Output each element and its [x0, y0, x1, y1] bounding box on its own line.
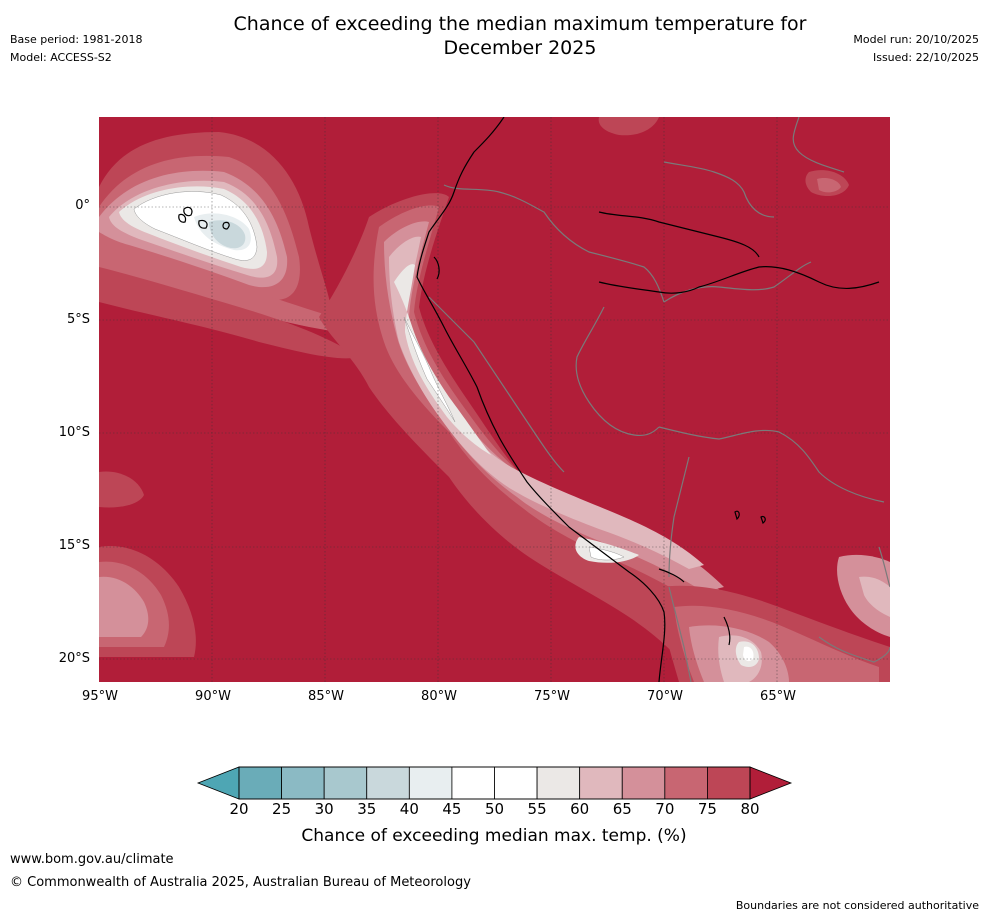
colorbar-label: Chance of exceeding median max. temp. (%… — [301, 826, 687, 846]
colorbar-cell — [579, 766, 623, 800]
colorbar-cell — [664, 766, 708, 800]
lat-label-10s: 10°S — [58, 425, 90, 440]
colorbar-cell — [494, 766, 538, 800]
lat-label-0: 0° — [75, 198, 90, 213]
coastlines — [178, 117, 880, 682]
colorbar-cell — [408, 766, 453, 800]
colorbar-tick-label: 70 — [655, 800, 675, 818]
colorbar-tick-label: 55 — [527, 800, 547, 818]
footer-disclaimer: Boundaries are not considered authoritat… — [735, 899, 979, 912]
colorbar-cell — [238, 766, 282, 800]
base-period: Base period: 1981-2018 — [10, 33, 143, 46]
lat-label-20s: 20°S — [58, 651, 90, 666]
colorbar-cells — [238, 766, 751, 800]
colorbar-tick-label: 45 — [442, 800, 462, 818]
colorbar-cell — [707, 766, 751, 800]
southwest-ocean-patches — [99, 117, 849, 657]
lon-label-85w: 85°W — [308, 689, 344, 704]
model-name: Model: ACCESS-S2 — [10, 51, 112, 64]
title-line-2: December 2025 — [443, 37, 597, 59]
lon-label-70w: 70°W — [647, 689, 683, 704]
lat-label-15s: 15°S — [58, 538, 90, 553]
peru-coastal-anomaly-band — [319, 193, 779, 682]
colorbar-cell — [621, 766, 666, 800]
gridlines — [99, 117, 890, 682]
colorbar-tick-label: 50 — [484, 800, 505, 818]
colorbar-tick-label: 30 — [314, 800, 334, 818]
colorbar-cell — [536, 766, 581, 800]
model-run: Model run: 20/10/2025 — [853, 33, 979, 46]
colorbar-tick-label: 60 — [570, 800, 590, 818]
colorbar-tick-label: 65 — [612, 800, 632, 818]
colorbar-cell — [281, 766, 325, 800]
lon-label-65w: 65°W — [760, 689, 796, 704]
colorbar-tick-label: 40 — [399, 800, 419, 818]
colorbar-tick-label: 20 — [229, 800, 249, 818]
lon-label-95w: 95°W — [82, 689, 118, 704]
galapagos-anomaly-region — [99, 132, 333, 328]
lon-label-90w: 90°W — [195, 689, 231, 704]
country-boundaries — [428, 117, 890, 682]
colorbar-cell — [451, 766, 495, 800]
footer-website: www.bom.gov.au/climate — [10, 852, 174, 867]
equatorial-warm-band — [99, 242, 359, 359]
lon-label-80w: 80°W — [421, 689, 457, 704]
map-title: Chance of exceeding the median maximum t… — [150, 12, 890, 60]
lon-label-75w: 75°W — [534, 689, 570, 704]
colorbar-tick-label: 80 — [740, 800, 760, 818]
lat-label-5s: 5°S — [66, 312, 90, 327]
metadata-left: Base period: 1981-2018 Model: ACCESS-S2 — [10, 31, 142, 67]
map-plot-area — [99, 117, 890, 682]
title-line-1: Chance of exceeding the median maximum t… — [233, 13, 807, 35]
colorbar-tick-label: 35 — [357, 800, 377, 818]
colorbar-tick-label: 25 — [272, 800, 292, 818]
altiplano-anomaly-region — [659, 554, 890, 682]
footer-copyright: © Commonwealth of Australia 2025, Austra… — [10, 875, 471, 890]
colorbar-cell — [366, 766, 410, 800]
metadata-right: Model run: 20/10/2025 Issued: 22/10/2025 — [853, 31, 979, 67]
colorbar-tick-label: 75 — [697, 800, 717, 818]
colorbar-cell — [323, 766, 368, 800]
colorbar-under-arrow — [196, 766, 240, 800]
issued-date: Issued: 22/10/2025 — [872, 51, 979, 64]
colorbar-frame — [238, 766, 751, 800]
colorbar-over-arrow — [749, 766, 793, 800]
colorbar — [196, 766, 793, 800]
